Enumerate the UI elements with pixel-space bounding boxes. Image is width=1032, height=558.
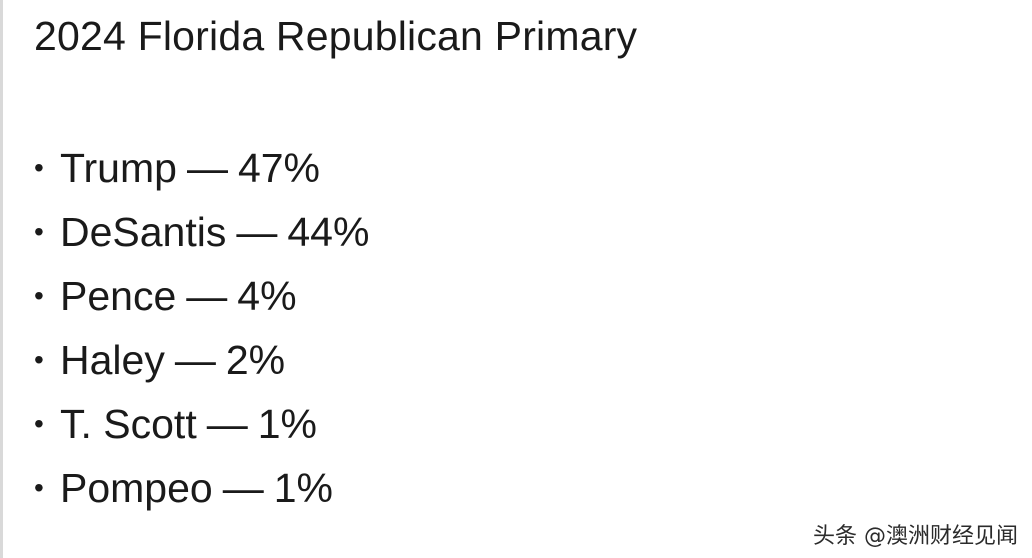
left-border bbox=[0, 0, 3, 558]
dash-separator: — bbox=[186, 144, 228, 191]
bullet-icon: • bbox=[34, 408, 44, 439]
candidate-name: Pence bbox=[60, 272, 177, 319]
dash-separator: — bbox=[222, 464, 264, 511]
dash-separator: — bbox=[174, 336, 216, 383]
dash-separator: — bbox=[236, 208, 278, 255]
dash-separator: — bbox=[186, 272, 228, 319]
candidate-name: Trump bbox=[60, 144, 177, 191]
bullet-icon: • bbox=[34, 472, 44, 503]
post-content: 2024 Florida Republican Primary • Trump … bbox=[34, 8, 994, 520]
candidate-share: 4% bbox=[237, 272, 297, 319]
bullet-icon: • bbox=[34, 152, 44, 183]
result-item-pence: • Pence — 4% bbox=[34, 264, 994, 328]
result-item-t-scott: • T. Scott — 1% bbox=[34, 392, 994, 456]
candidate-name: Pompeo bbox=[60, 464, 213, 511]
bullet-icon: • bbox=[34, 216, 44, 247]
candidate-share: 44% bbox=[287, 208, 370, 255]
bullet-icon: • bbox=[34, 344, 44, 375]
candidate-share: 1% bbox=[273, 464, 333, 511]
result-item-haley: • Haley — 2% bbox=[34, 328, 994, 392]
result-item-trump: • Trump — 47% bbox=[34, 136, 994, 200]
candidate-share: 47% bbox=[237, 144, 320, 191]
source-watermark: 头条 @澳洲财经见闻 bbox=[813, 524, 1018, 549]
bullet-icon: • bbox=[34, 280, 44, 311]
candidate-name: DeSantis bbox=[60, 208, 227, 255]
candidate-name: T. Scott bbox=[60, 400, 197, 447]
results-list: • Trump — 47% • DeSantis — 44% • Pence —… bbox=[34, 136, 994, 520]
candidate-share: 1% bbox=[257, 400, 317, 447]
candidate-name: Haley bbox=[60, 336, 165, 383]
result-item-desantis: • DeSantis — 44% bbox=[34, 200, 994, 264]
result-item-pompeo: • Pompeo — 1% bbox=[34, 456, 994, 520]
candidate-share: 2% bbox=[225, 336, 286, 383]
dash-separator: — bbox=[206, 400, 248, 447]
post-title: 2024 Florida Republican Primary bbox=[34, 13, 638, 59]
